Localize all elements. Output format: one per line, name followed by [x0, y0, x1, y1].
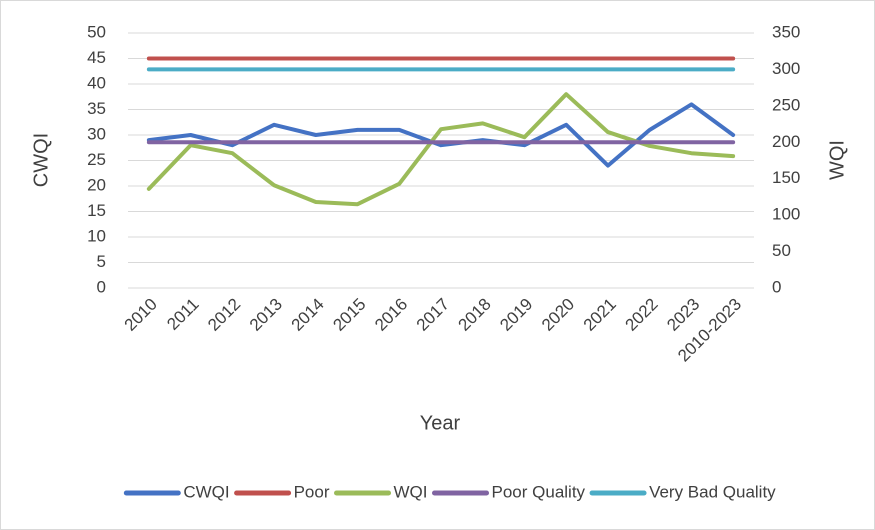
y2-tick-label: 0	[772, 277, 781, 296]
y2-tick-label: 150	[772, 168, 800, 187]
y-tick-label: 20	[87, 175, 106, 194]
y2-tick-label: 100	[772, 205, 800, 224]
y-tick-label: 40	[87, 73, 106, 92]
y-axis-title: CWQI	[30, 133, 52, 187]
legend-label: WQI	[394, 482, 428, 501]
y-tick-label: 35	[87, 99, 106, 118]
y-tick-label: 30	[87, 124, 106, 143]
legend-label: Poor Quality	[492, 482, 586, 501]
y-tick-label: 15	[87, 201, 106, 220]
y-tick-label: 0	[97, 277, 106, 296]
y2-axis-title: WQI	[826, 140, 848, 180]
y-tick-label: 25	[87, 150, 106, 169]
y2-tick-label: 250	[772, 95, 800, 114]
y2-tick-label: 50	[772, 241, 791, 260]
legend-label: CWQI	[183, 482, 229, 501]
y-tick-label: 50	[87, 22, 106, 41]
y2-tick-label: 350	[772, 22, 800, 41]
y-tick-label: 5	[97, 252, 106, 271]
y2-tick-label: 300	[772, 59, 800, 78]
legend-label: Very Bad Quality	[649, 482, 776, 501]
y-tick-label: 10	[87, 226, 106, 245]
y2-tick-label: 200	[772, 132, 800, 151]
y-tick-label: 45	[87, 48, 106, 67]
x-axis-title: Year	[420, 412, 461, 434]
legend-label: Poor	[294, 482, 330, 501]
